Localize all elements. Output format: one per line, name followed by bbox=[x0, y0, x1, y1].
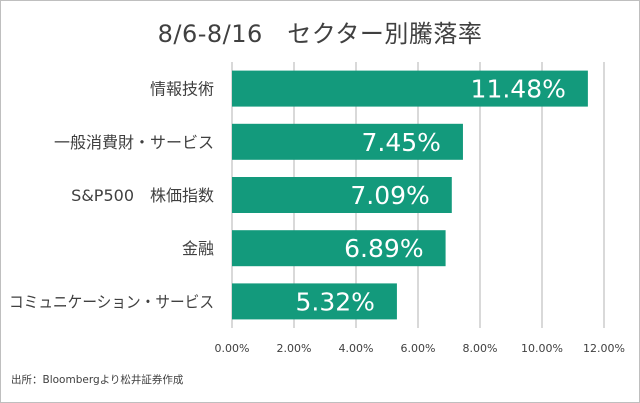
bars bbox=[232, 70, 588, 320]
data-label: 7.45% bbox=[362, 128, 441, 157]
x-tick-label: 10.00% bbox=[521, 342, 563, 355]
category-label: 一般消費財・サービス bbox=[54, 133, 214, 152]
x-tick-label: 2.00% bbox=[277, 342, 312, 355]
bar bbox=[232, 177, 452, 213]
bar bbox=[232, 283, 397, 320]
data-labels: 11.48% 7.45% 7.09% 6.89% 5.32% bbox=[295, 75, 565, 317]
category-label: コミュニケーション・サービス bbox=[9, 292, 214, 311]
data-label: 6.89% bbox=[344, 234, 423, 263]
data-label: 7.09% bbox=[350, 181, 429, 210]
source-note: 出所：Bloombergより松井証券作成 bbox=[11, 374, 184, 386]
x-tick-label: 4.00% bbox=[339, 342, 374, 355]
x-tick-label: 12.00% bbox=[583, 342, 625, 355]
bar bbox=[232, 70, 588, 107]
data-label: 5.32% bbox=[295, 287, 374, 316]
bar bbox=[232, 123, 463, 160]
category-label: 金融 bbox=[182, 239, 214, 258]
x-tick-labels: 0.00% 2.00% 4.00% 6.00% 8.00% 10.00% 12.00% bbox=[215, 342, 625, 355]
category-label: S&P500 株価指数 bbox=[71, 186, 214, 205]
x-tick-label: 8.00% bbox=[463, 342, 498, 355]
category-label: 情報技術 bbox=[150, 80, 214, 99]
data-label: 11.48% bbox=[471, 75, 566, 104]
x-tick-label: 6.00% bbox=[401, 342, 436, 355]
x-tick-label: 0.00% bbox=[215, 342, 250, 355]
bar bbox=[232, 230, 446, 267]
chart-title: 8/6-8/16 セクター別騰落率 bbox=[157, 20, 483, 48]
